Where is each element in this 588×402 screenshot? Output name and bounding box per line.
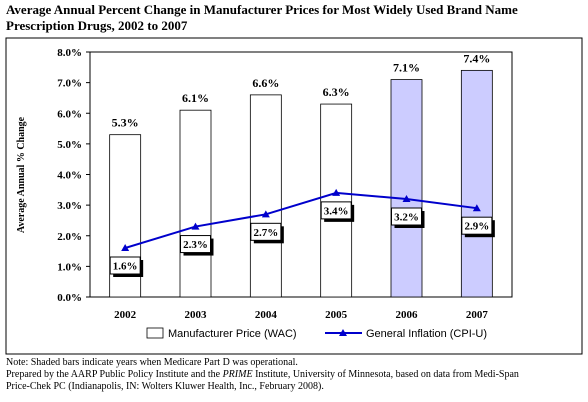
bar-labels-group: 5.3% 6.1% 6.6% 6.3% 7.1% 7.4% (112, 51, 491, 129)
x-tick-label: 2007 (466, 309, 489, 321)
x-tick-label: 2005 (325, 309, 348, 321)
plot-area (89, 51, 513, 298)
line-label-box (320, 201, 352, 220)
line-value-label: 1.6% (113, 261, 138, 273)
legend: Manufacturer Price (WAC) General Inflatio… (146, 327, 487, 340)
line-value-label: 2.3% (183, 239, 208, 251)
y-tick-label: 7.0% (57, 78, 82, 90)
line-value-label: 2.7% (253, 227, 278, 239)
y-tick-label: 2.0% (57, 231, 82, 243)
line-labels-group: 1.6% 2.3% 2.7% 3.4% 3.2% 2.9% (109, 201, 495, 277)
bar-wac (460, 69, 493, 298)
bar-wac (320, 103, 353, 298)
legend-swatch-wac (146, 327, 164, 339)
chart-title: Average Annual Percent Change in Manufac… (6, 2, 582, 34)
line-label-box (180, 235, 211, 254)
bar-value-label: 6.3% (323, 85, 350, 99)
bar-wac (179, 109, 212, 298)
legend-label-wac: Manufacturer Price (WAC) (168, 328, 297, 340)
note-line3: Price-Chek PC (Indianapolis, IN: Wolters… (6, 381, 324, 392)
y-tick-label: 4.0% (57, 170, 82, 182)
y-axis: 0.0% 1.0% 2.0% 3.0% 4.0% 5.0% 6.0% 7.0% 8.0% (57, 47, 90, 304)
inflation-marker (191, 222, 200, 230)
bar-value-label: 6.6% (252, 76, 279, 90)
y-tick-label: 5.0% (57, 139, 82, 151)
notes: Note: Shaded bars indicate years when Me… (6, 357, 584, 393)
bar-value-label: 7.1% (393, 61, 420, 75)
y-axis-label: Average Annual % Change (16, 116, 27, 233)
bar-value-label: 6.1% (182, 91, 209, 105)
chart-title-line2: Prescription Drugs, 2002 to 2007 (6, 18, 188, 33)
note-line1: Note: Shaded bars indicate years when Me… (6, 357, 298, 368)
note-line2-prime: PRIME (222, 369, 253, 380)
inflation-marker (121, 244, 130, 251)
y-tick-label: 6.0% (57, 108, 82, 120)
inflation-line-group (121, 188, 481, 251)
line-label-box (250, 222, 282, 241)
y-tick-label: 3.0% (57, 200, 82, 212)
chart-outer-frame (5, 37, 583, 355)
legend-marker-cpi (339, 329, 347, 336)
line-value-label: 3.4% (324, 205, 349, 217)
inflation-marker (402, 195, 411, 202)
line-value-label: 3.2% (394, 212, 419, 224)
note-line2-a: Prepared by the AARP Public Policy Insti… (6, 369, 223, 380)
x-tick-label: 2002 (114, 309, 137, 321)
y-tick-label: 1.0% (57, 261, 82, 273)
bar-wac (249, 94, 282, 298)
bar-wac (390, 79, 423, 298)
note-line2-c: Institute, University of Minnesota, base… (252, 369, 519, 380)
inflation-line (124, 191, 477, 249)
x-tick-label: 2006 (396, 309, 419, 321)
line-label-box (391, 207, 422, 226)
x-tick-label: 2003 (185, 309, 208, 321)
inflation-marker (472, 204, 481, 212)
bar-line-chart: 0.0% 1.0% 2.0% 3.0% 4.0% 5.0% 6.0% 7.0% 8.0% 5.3… (5, 37, 583, 355)
chart-title-line1: Average Annual Percent Change in Manufac… (6, 2, 518, 17)
line-label-box (461, 216, 493, 235)
note-line2: Prepared by the AARP Public Policy Insti… (6, 369, 584, 381)
bar-value-label: 5.3% (112, 116, 139, 130)
x-tick-label: 2004 (255, 309, 278, 321)
y-tick-label: 0.0% (57, 292, 82, 304)
legend-label-cpi: General Inflation (CPI-U) (366, 328, 487, 340)
inflation-marker (332, 188, 341, 196)
x-axis: 2002 2003 2004 2005 2006 2007 (114, 309, 488, 321)
y-tick-label: 8.0% (57, 47, 82, 59)
bar-value-label: 7.4% (463, 51, 490, 65)
line-value-label: 2.9% (464, 221, 489, 233)
inflation-marker (261, 210, 270, 218)
line-label-box (109, 256, 141, 275)
